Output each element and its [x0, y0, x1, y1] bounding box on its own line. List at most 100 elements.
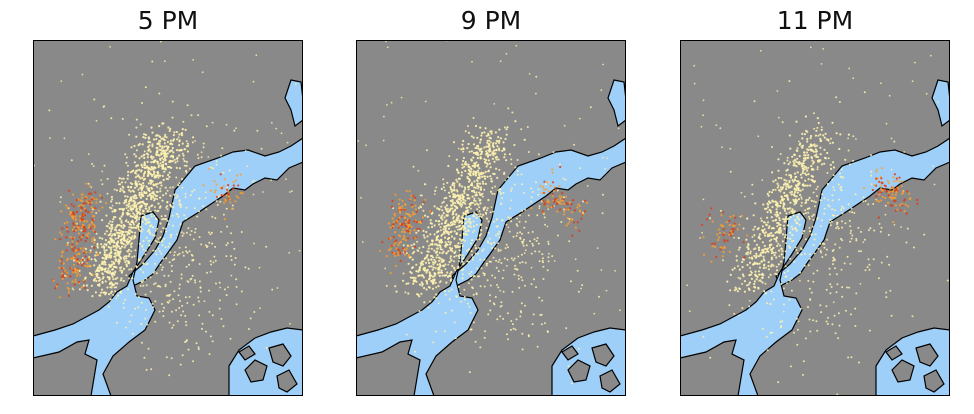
pickup-point	[419, 262, 422, 265]
pickup-point	[114, 282, 117, 285]
pickup-point	[151, 143, 154, 146]
pickup-point	[431, 211, 434, 214]
pickup-point	[122, 177, 125, 180]
pickup-point	[810, 164, 813, 168]
pickup-point	[825, 320, 828, 323]
pickup-point	[128, 133, 131, 136]
pickup-point	[134, 194, 137, 197]
pickup-point	[784, 218, 787, 220]
pickup-point	[141, 143, 144, 146]
hotspot-point	[398, 206, 401, 210]
pickup-point	[208, 231, 210, 234]
pickup-point	[741, 260, 744, 264]
pickup-point	[906, 227, 909, 230]
pickup-point	[134, 183, 137, 186]
pickup-point	[767, 194, 770, 197]
pickup-point	[774, 218, 778, 222]
pickup-point	[192, 303, 195, 306]
pickup-point	[789, 201, 792, 204]
pickup-point	[451, 309, 454, 312]
pickup-point	[913, 246, 915, 249]
pickup-point	[472, 156, 475, 159]
pickup-point	[220, 154, 222, 157]
hotspot-point	[78, 280, 81, 284]
pickup-point	[733, 236, 735, 239]
hotspot-point	[224, 199, 227, 203]
pickup-point	[235, 285, 238, 288]
pickup-point	[202, 142, 205, 145]
pickup-point	[471, 195, 474, 198]
hotspot-point	[391, 251, 394, 254]
hotspot-point	[887, 201, 890, 204]
pickup-point	[95, 275, 98, 278]
pickup-point	[427, 259, 430, 262]
hotspot-point	[574, 226, 577, 229]
hotspot-point	[385, 255, 388, 258]
pickup-point	[136, 212, 139, 215]
pickup-point	[459, 199, 463, 202]
pickup-point	[432, 341, 435, 344]
hotspot-point	[220, 187, 224, 190]
hotspot-point	[72, 205, 75, 208]
pickup-point	[796, 191, 799, 194]
pickup-point	[514, 267, 516, 270]
pickup-point	[158, 241, 161, 244]
pickup-point	[855, 238, 858, 240]
pickup-point	[430, 247, 433, 250]
pickup-point	[495, 225, 498, 228]
pickup-point	[752, 263, 756, 266]
pickup-point	[807, 166, 810, 169]
pickup-point	[417, 250, 420, 252]
pickup-point	[796, 343, 799, 346]
pickup-point	[468, 197, 471, 200]
pickup-point	[170, 357, 173, 360]
pickup-point	[90, 186, 93, 189]
pickup-point	[201, 322, 204, 325]
hotspot-point	[554, 188, 557, 191]
pickup-point	[779, 201, 782, 205]
pickup-point	[815, 153, 818, 156]
pickup-point	[450, 271, 453, 274]
pickup-point	[761, 241, 764, 244]
pickup-point	[793, 188, 796, 191]
pickup-point	[173, 254, 176, 257]
pickup-point	[118, 229, 121, 232]
pickup-point	[386, 46, 389, 49]
hotspot-point	[722, 228, 725, 231]
pickup-point	[166, 219, 169, 222]
pickup-point	[154, 249, 157, 252]
pickup-point	[98, 269, 101, 272]
pickup-point	[156, 198, 159, 201]
pickup-point	[840, 189, 843, 192]
pickup-point	[782, 310, 785, 313]
pickup-point	[189, 167, 191, 170]
pickup-point	[400, 96, 403, 99]
pickup-point	[571, 382, 573, 385]
pickup-point	[104, 268, 107, 271]
pickup-point	[811, 233, 814, 236]
pickup-point	[209, 260, 212, 263]
pickup-point	[602, 63, 604, 66]
hotspot-point	[559, 197, 562, 200]
pickup-point	[185, 160, 188, 163]
pickup-point	[270, 121, 273, 124]
pickup-point	[153, 206, 156, 208]
pickup-point	[494, 185, 497, 188]
hotspot-point	[54, 238, 57, 241]
pickup-point	[444, 225, 447, 228]
pickup-point	[110, 230, 113, 233]
pickup-point	[104, 293, 107, 296]
hotspot-point	[84, 228, 87, 231]
pickup-point	[782, 287, 785, 290]
pickup-point	[816, 269, 819, 272]
pickup-point	[100, 246, 103, 248]
pickup-point	[449, 257, 452, 260]
pickup-point	[175, 130, 178, 134]
pickup-point	[110, 195, 113, 199]
pickup-point	[135, 149, 138, 152]
hotspot-point	[85, 251, 88, 254]
pickup-point	[738, 246, 741, 249]
pickup-point	[417, 169, 420, 172]
pickup-point	[435, 250, 439, 253]
pickup-point	[256, 129, 259, 132]
